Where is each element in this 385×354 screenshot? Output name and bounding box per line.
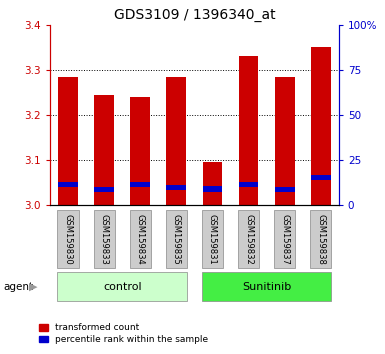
Bar <box>166 77 186 205</box>
Text: GSM159835: GSM159835 <box>172 213 181 264</box>
Bar <box>166 185 186 189</box>
Text: GSM159831: GSM159831 <box>208 213 217 264</box>
FancyBboxPatch shape <box>57 273 187 301</box>
Text: GSM159834: GSM159834 <box>136 213 145 264</box>
Text: agent: agent <box>4 282 34 292</box>
Bar <box>275 187 295 192</box>
Text: Sunitinib: Sunitinib <box>242 282 291 292</box>
Text: ▶: ▶ <box>28 282 37 292</box>
Title: GDS3109 / 1396340_at: GDS3109 / 1396340_at <box>114 8 275 22</box>
FancyBboxPatch shape <box>202 273 331 301</box>
FancyBboxPatch shape <box>310 210 331 268</box>
Text: GSM159833: GSM159833 <box>100 213 109 264</box>
FancyBboxPatch shape <box>94 210 115 268</box>
Bar <box>94 187 114 192</box>
FancyBboxPatch shape <box>130 210 151 268</box>
Text: GSM159838: GSM159838 <box>316 213 325 264</box>
Bar <box>311 175 331 181</box>
Bar <box>131 182 150 187</box>
FancyBboxPatch shape <box>274 210 295 268</box>
FancyBboxPatch shape <box>166 210 187 268</box>
Bar <box>275 77 295 205</box>
Text: GSM159832: GSM159832 <box>244 213 253 264</box>
Bar <box>58 182 78 187</box>
FancyBboxPatch shape <box>57 210 79 268</box>
Text: control: control <box>103 282 142 292</box>
Bar <box>203 186 223 192</box>
Bar <box>58 77 78 205</box>
Bar <box>239 182 258 187</box>
Text: GSM159837: GSM159837 <box>280 213 289 264</box>
Bar <box>311 47 331 205</box>
FancyBboxPatch shape <box>202 210 223 268</box>
Text: GSM159830: GSM159830 <box>64 213 73 264</box>
Legend: transformed count, percentile rank within the sample: transformed count, percentile rank withi… <box>39 324 209 344</box>
Bar <box>131 97 150 205</box>
Bar <box>239 56 258 205</box>
Bar <box>94 95 114 205</box>
Bar <box>203 162 223 205</box>
FancyBboxPatch shape <box>238 210 259 268</box>
